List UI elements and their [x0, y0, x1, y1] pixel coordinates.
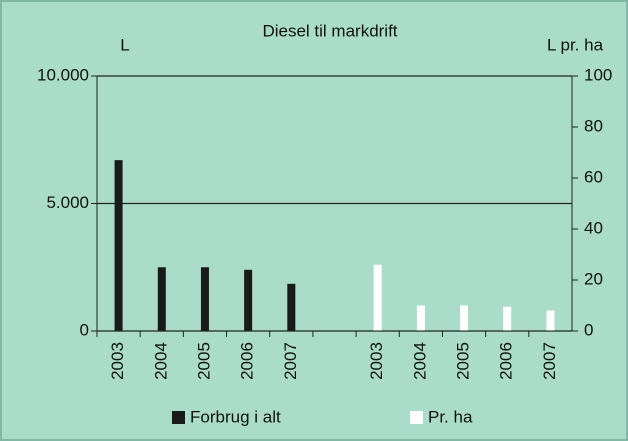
bar: [546, 310, 555, 331]
y-tick-label: 10.000: [37, 65, 89, 84]
y-tick-label: 0: [80, 320, 89, 339]
bar: [460, 305, 469, 331]
bar: [287, 283, 296, 331]
bar: [157, 267, 166, 331]
y-tick-label: 5.000: [46, 193, 89, 212]
y2-tick-label: 40: [584, 218, 603, 237]
y2-tick-label: 80: [584, 116, 603, 135]
y2-tick-label: 20: [584, 269, 603, 288]
y2-tick-label: 0: [584, 320, 593, 339]
x-tick-label: 2003: [367, 342, 386, 380]
bar: [114, 160, 123, 331]
y2-tick-label: 100: [584, 65, 612, 84]
bar: [503, 306, 512, 331]
bar: [200, 267, 209, 331]
x-tick-label: 2007: [540, 342, 559, 380]
legend-swatch: [172, 411, 185, 424]
bar: [373, 264, 382, 331]
y2-axis-label: L pr. ha: [547, 35, 604, 54]
legend-label: Forbrug i alt: [190, 407, 281, 426]
chart-title: Diesel til markdrift: [262, 21, 397, 40]
x-tick-label: 2007: [281, 342, 300, 380]
y2-tick-label: 60: [584, 167, 603, 186]
x-tick-label: 2005: [194, 342, 213, 380]
x-tick-label: 2006: [238, 342, 257, 380]
legend-swatch: [410, 411, 423, 424]
x-tick-label: 2006: [497, 342, 516, 380]
x-tick-label: 2005: [454, 342, 473, 380]
x-tick-label: 2003: [108, 342, 127, 380]
bar: [244, 269, 253, 331]
y-axis-label: L: [120, 35, 129, 54]
x-tick-label: 2004: [151, 342, 170, 380]
bar: [416, 305, 425, 331]
legend-label: Pr. ha: [428, 407, 473, 426]
x-tick-label: 2004: [410, 342, 429, 380]
